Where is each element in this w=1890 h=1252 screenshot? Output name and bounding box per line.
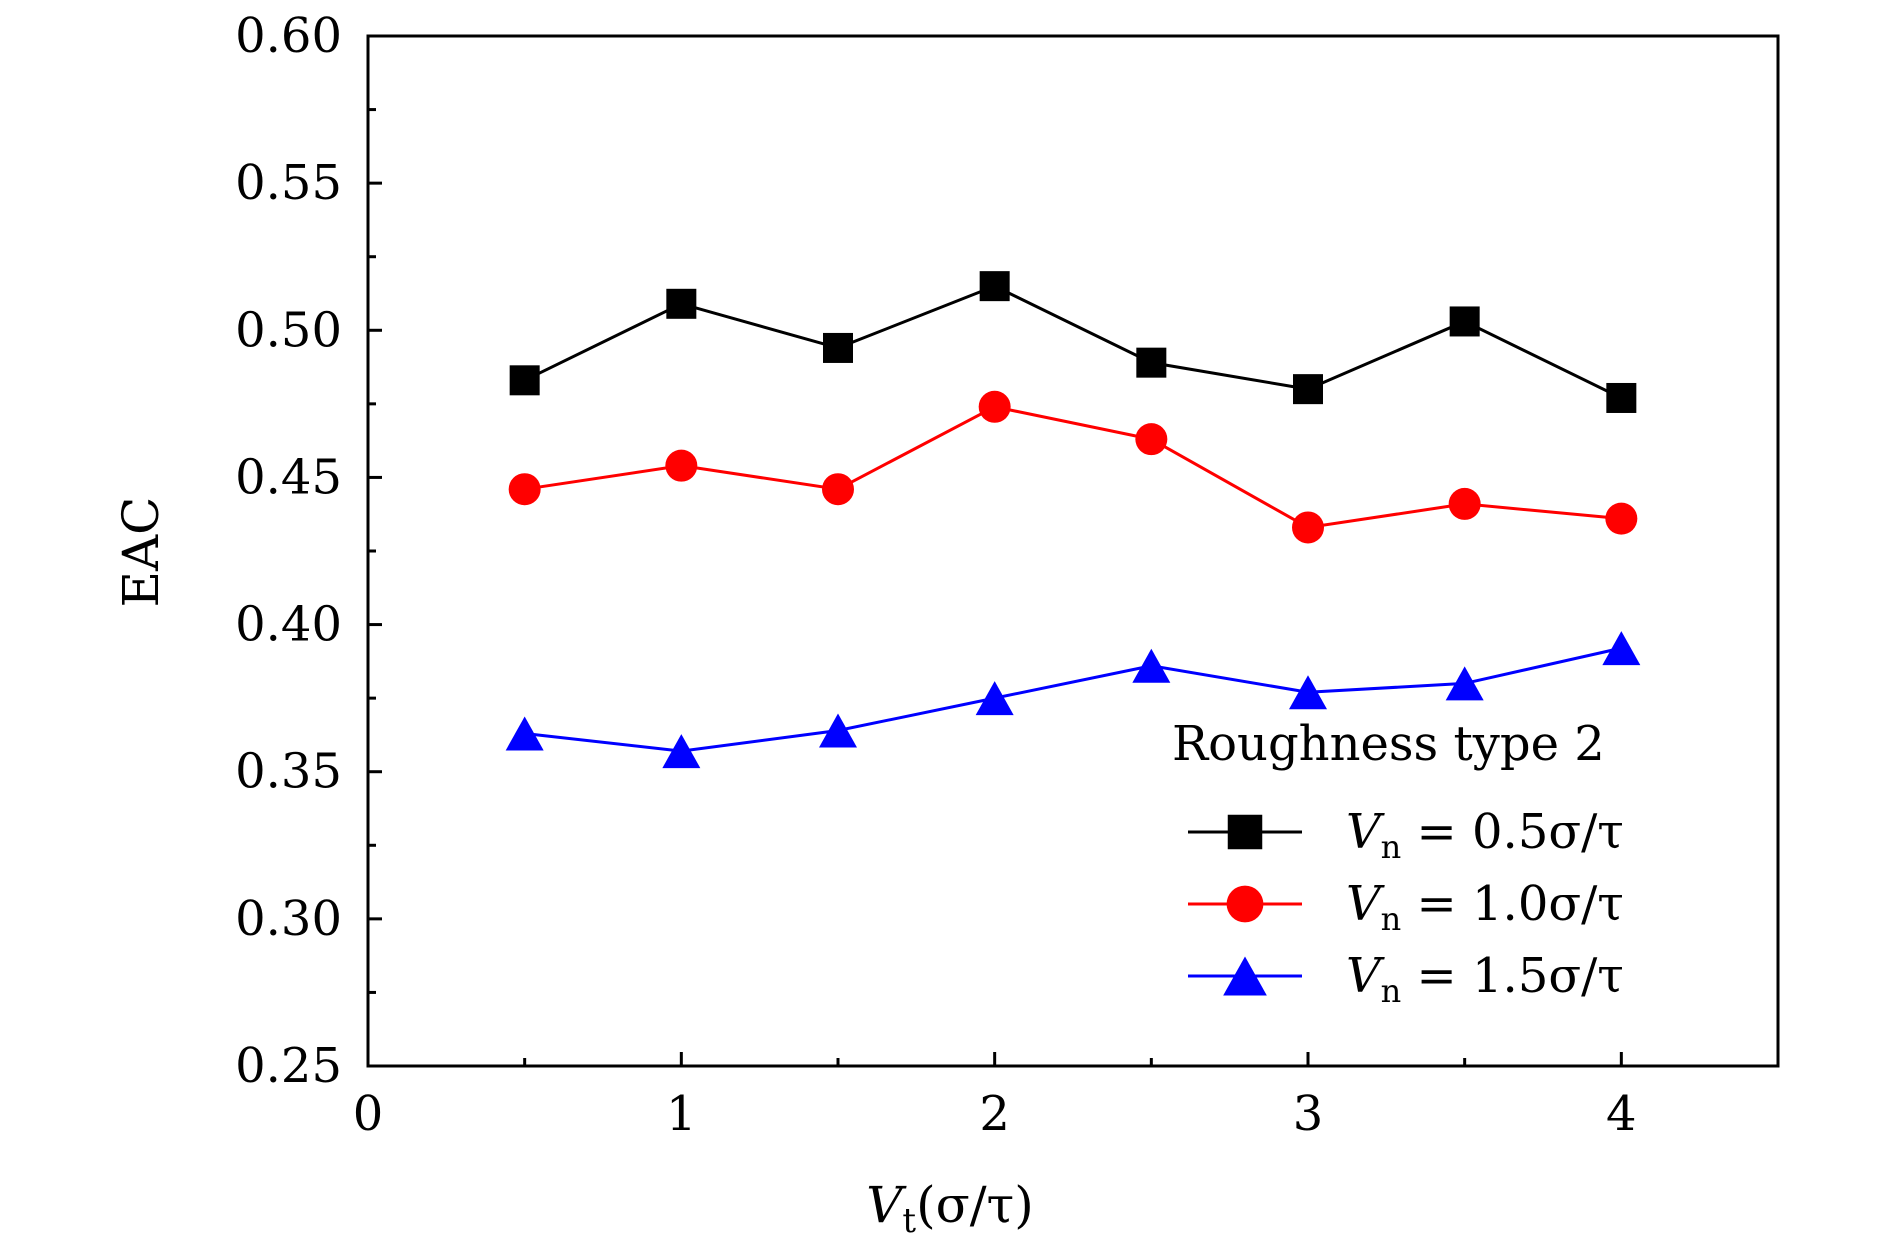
series-2-point [1292, 511, 1324, 544]
series-2-point [822, 473, 854, 506]
legend-label-rest: = 1.5σ/τ [1401, 948, 1624, 1004]
series-1-point [1293, 374, 1323, 405]
series-2-point [1448, 487, 1481, 520]
series-1-point [666, 288, 697, 319]
x-tick-label: 1 [666, 1086, 697, 1142]
series-3-point [1602, 631, 1641, 666]
legend: Roughness type 2Vn = 0.5σ/τVn = 1.0σ/τVn… [1172, 716, 1624, 1010]
x-tick-label: 0 [353, 1086, 384, 1142]
legend-label-sub: n [1381, 972, 1402, 1010]
series-3-point [662, 734, 701, 769]
series-1-point [1136, 347, 1167, 378]
x-axis-label: Vt(σ/τ) [866, 1176, 1033, 1241]
legend-label-sub: n [1381, 900, 1402, 938]
series-2-point [978, 390, 1011, 423]
legend-label-rest: = 0.5σ/τ [1401, 804, 1624, 860]
series-2-point [1605, 502, 1638, 535]
series-layer [505, 271, 1641, 769]
series-3-point [819, 713, 857, 748]
series-2-point [665, 449, 698, 482]
y-tick-label: 0.30 [235, 891, 342, 947]
y-axis-label: EAC [112, 497, 170, 608]
axis-ticks: 0 1 2 3 4 0.25 0.30 0.35 0.40 0.45 0.50 0.55 0.60 [235, 8, 1636, 1142]
legend-label-sub: n [1381, 828, 1402, 866]
series-2-point [508, 473, 541, 506]
legend-entry-2: Vn = 1.0σ/τ [1188, 876, 1624, 938]
y-tick-label: 0.25 [235, 1038, 342, 1094]
y-tick-label: 0.35 [235, 744, 342, 800]
x-axis-label-sub: t [902, 1201, 916, 1241]
x-tick-label: 3 [1293, 1086, 1324, 1142]
legend-label: Vn = 1.5σ/τ [1346, 948, 1624, 1010]
series-3 [505, 631, 1641, 769]
series-2-line [524, 405, 1622, 530]
y-tick-label: 0.60 [235, 8, 342, 64]
series-1-point [823, 332, 853, 363]
series-1-point [979, 271, 1010, 302]
x-axis-label-main: V [866, 1176, 907, 1234]
legend-title: Roughness type 2 [1172, 716, 1605, 772]
y-tick-label: 0.50 [235, 302, 342, 358]
series-3-line [524, 646, 1622, 753]
legend-label: Vn = 0.5σ/τ [1346, 804, 1624, 866]
legend-swatch-marker [1223, 956, 1267, 996]
series-2 [508, 390, 1638, 544]
legend-entry-3: Vn = 1.5σ/τ [1188, 948, 1624, 1010]
series-3-point [505, 716, 544, 751]
series-1-point [1449, 306, 1480, 337]
series-3-point [1445, 666, 1484, 701]
series-3-point [975, 681, 1014, 716]
x-axis-label-rest: (σ/τ) [916, 1176, 1034, 1234]
x-tick-label: 2 [979, 1086, 1010, 1142]
legend-label-main: V [1346, 948, 1385, 1004]
series-1-point [509, 365, 540, 396]
series-1 [509, 271, 1637, 413]
legend-label-main: V [1346, 876, 1385, 932]
legend-label: Vn = 1.0σ/τ [1346, 876, 1624, 938]
legend-swatch-marker [1226, 885, 1264, 923]
legend-entry-1: Vn = 0.5σ/τ [1188, 804, 1624, 866]
legend-label-main: V [1346, 804, 1385, 860]
series-3-point [1289, 675, 1327, 710]
y-tick-label: 0.40 [235, 597, 342, 653]
legend-label-rest: = 1.0σ/τ [1401, 876, 1624, 932]
series-2-point [1135, 423, 1168, 456]
series-3-point [1132, 648, 1171, 683]
y-tick-label: 0.45 [235, 449, 342, 505]
series-1-point [1606, 382, 1637, 413]
y-tick-label: 0.55 [235, 155, 342, 211]
x-tick-label: 4 [1606, 1086, 1637, 1142]
legend-swatch-marker [1227, 814, 1263, 850]
series-1-line [524, 284, 1622, 400]
